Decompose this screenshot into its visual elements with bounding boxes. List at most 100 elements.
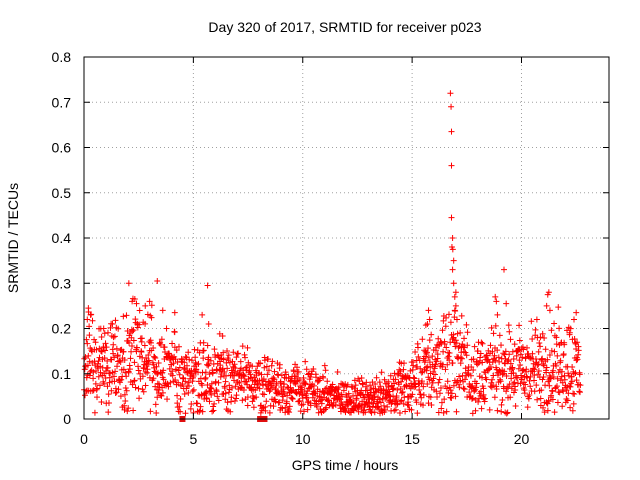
data-point	[327, 391, 334, 398]
data-point	[529, 336, 536, 343]
data-point	[329, 381, 336, 388]
data-point	[414, 363, 421, 370]
data-point	[175, 379, 182, 386]
data-point	[275, 389, 282, 396]
data-point	[511, 341, 518, 348]
data-point	[391, 380, 398, 387]
data-point	[332, 401, 339, 408]
data-point	[207, 357, 214, 364]
data-point	[410, 362, 417, 369]
data-point	[304, 406, 311, 413]
data-point	[507, 394, 514, 401]
data-point	[529, 350, 536, 357]
data-point	[263, 398, 270, 405]
data-point	[148, 302, 155, 309]
data-point	[337, 408, 344, 415]
data-point	[94, 385, 101, 392]
data-point	[323, 404, 330, 411]
data-point	[524, 404, 531, 411]
data-point	[456, 384, 463, 391]
data-point	[414, 410, 421, 417]
data-point	[415, 353, 422, 360]
data-point	[535, 348, 542, 355]
data-point	[128, 334, 135, 341]
data-point	[411, 384, 418, 391]
y-tick-label: 0.6	[52, 140, 72, 156]
data-point	[200, 339, 207, 346]
data-point	[463, 352, 470, 359]
data-point	[96, 382, 103, 389]
data-point	[192, 354, 199, 361]
data-point	[86, 332, 93, 339]
data-point	[104, 358, 111, 365]
data-point	[171, 329, 178, 336]
data-point	[274, 371, 281, 378]
data-point	[445, 311, 452, 318]
data-point	[523, 344, 530, 351]
data-point	[371, 393, 378, 400]
data-point	[450, 382, 457, 389]
grid-lines	[84, 57, 609, 419]
data-point	[110, 334, 117, 341]
data-point	[494, 347, 501, 354]
data-point	[509, 348, 516, 355]
data-point	[425, 354, 432, 361]
data-point	[433, 347, 440, 354]
data-point	[277, 378, 284, 385]
data-point	[575, 347, 582, 354]
data-point	[190, 386, 197, 393]
data-point	[141, 342, 148, 349]
data-point	[448, 214, 455, 221]
data-point	[532, 355, 539, 362]
data-point	[425, 345, 432, 352]
data-point	[244, 394, 251, 401]
data-point	[450, 280, 457, 287]
data-point	[265, 367, 272, 374]
data-point	[470, 367, 477, 374]
data-point	[281, 381, 288, 388]
data-point	[570, 390, 577, 397]
data-point	[396, 409, 403, 416]
data-point	[566, 329, 573, 336]
data-point	[417, 391, 424, 398]
data-point	[163, 325, 170, 332]
data-point	[89, 317, 96, 324]
data-point	[461, 386, 468, 393]
data-point	[456, 373, 463, 380]
data-point	[256, 385, 263, 392]
data-point	[554, 399, 561, 406]
data-point	[501, 368, 508, 375]
data-point	[537, 334, 544, 341]
data-point	[133, 300, 140, 307]
data-point	[516, 337, 523, 344]
data-point	[152, 383, 159, 390]
data-point	[563, 387, 570, 394]
data-point	[153, 410, 160, 417]
data-point	[131, 377, 138, 384]
data-point	[544, 356, 551, 363]
data-point	[571, 390, 578, 397]
data-point	[101, 354, 108, 361]
data-point	[533, 382, 540, 389]
data-point	[109, 369, 116, 376]
data-point	[397, 368, 404, 375]
data-point	[451, 307, 458, 314]
data-point	[345, 408, 352, 415]
data-point	[575, 351, 582, 358]
data-point	[257, 409, 264, 416]
data-point	[175, 343, 182, 350]
data-point	[335, 390, 342, 397]
y-tick-label: 0.2	[52, 321, 72, 337]
data-point	[288, 394, 295, 401]
data-point	[424, 363, 431, 370]
data-point	[567, 325, 574, 332]
data-point	[244, 402, 251, 409]
data-point	[204, 382, 211, 389]
data-point	[293, 390, 300, 397]
data-point	[494, 407, 501, 414]
data-point	[249, 398, 256, 405]
y-axis-label: SRMTID / TECUs	[5, 183, 21, 293]
data-point	[441, 396, 448, 403]
data-point	[217, 373, 224, 380]
data-point	[263, 363, 270, 370]
